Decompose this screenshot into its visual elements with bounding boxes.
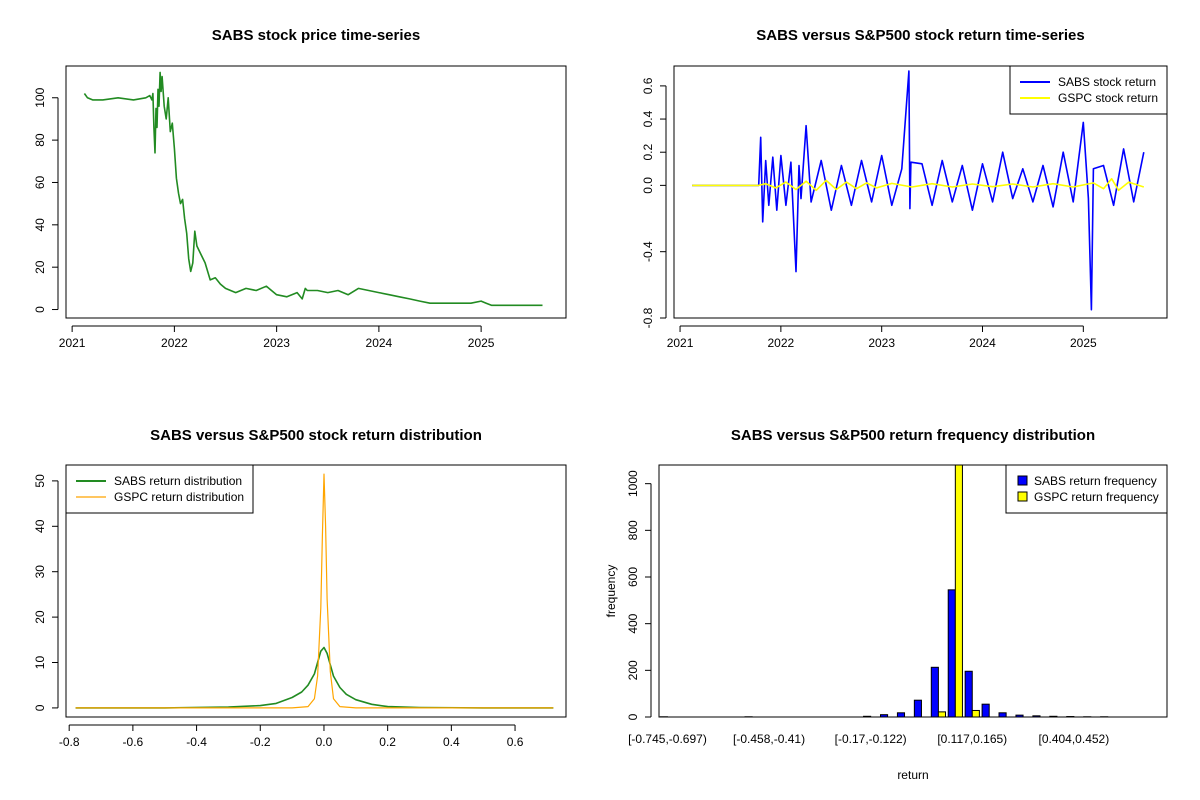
bar: [998, 712, 1007, 717]
x-tick-label: [0.404,0.452): [1038, 732, 1109, 746]
legend-box: [1005, 464, 1168, 514]
bar: [947, 589, 956, 717]
chart-3: SABS versus S&P500 stock return distribu…: [33, 427, 567, 749]
legend-swatch: [1017, 491, 1028, 502]
bar: [1032, 715, 1041, 717]
y-tick-label: 0: [33, 306, 47, 313]
y-tick-label: 20: [33, 260, 47, 274]
x-tick-label: [-0.458,-0.41): [733, 732, 805, 746]
x-axis-label: return: [897, 768, 928, 782]
x-tick-label: 2023: [263, 336, 290, 350]
legend-entry: GSPC stock return: [1058, 91, 1158, 105]
bar: [913, 699, 922, 717]
legend-entry: GSPC return frequency: [1034, 490, 1159, 504]
x-tick-label: 2024: [366, 336, 393, 350]
x-tick-label: [-0.17,-0.122): [835, 732, 907, 746]
y-tick-label: 0: [626, 713, 640, 720]
chart-title: SABS versus S&P500 return frequency dist…: [731, 427, 1095, 444]
x-tick-label: 0.6: [507, 735, 524, 749]
y-tick-label: 80: [33, 133, 47, 147]
y-tick-label: 0: [33, 704, 47, 711]
x-tick-label: 2023: [868, 336, 895, 350]
chart-4: SABS versus S&P500 return frequency dist…: [604, 427, 1168, 782]
bar: [964, 670, 973, 717]
x-tick-label: -0.4: [186, 735, 207, 749]
legend-box: [65, 464, 254, 514]
y-tick-label: 600: [626, 567, 640, 587]
bar: [981, 703, 990, 717]
y-tick-label: 200: [626, 660, 640, 680]
series-line: [75, 473, 554, 709]
y-tick-label: 10: [33, 656, 47, 670]
y-axis-label: frequency: [604, 565, 618, 618]
y-tick-label: 100: [33, 87, 47, 107]
y-tick-label: 40: [33, 218, 47, 232]
y-tick-label: 50: [33, 474, 47, 488]
plot-frame: [673, 65, 1168, 319]
series-line: [692, 177, 1145, 192]
bar: [930, 666, 939, 717]
bar: [896, 712, 906, 717]
chart-1: SABS stock price time-series 0 20 40 60 80 100…: [33, 27, 567, 350]
y-tick-label: 800: [626, 520, 640, 540]
y-tick-label: 40: [33, 519, 47, 533]
x-tick-label: 2025: [1070, 336, 1097, 350]
legend-entry: SABS return distribution: [114, 474, 242, 488]
y-tick-label: -0.8: [641, 307, 655, 328]
x-tick-label: 2021: [59, 336, 86, 350]
x-tick-label: 0.2: [379, 735, 396, 749]
x-tick-label: -0.8: [59, 735, 80, 749]
series-line: [692, 70, 1145, 311]
legend-entry: GSPC return distribution: [114, 490, 244, 504]
legend: SABS stock return GSPC stock return: [1009, 65, 1168, 115]
y-tick-label: -0.4: [641, 241, 655, 262]
x-tick-label: [-0.745,-0.697): [628, 732, 707, 746]
y-tick-label: 0.0: [641, 177, 655, 194]
x-tick-label: -0.6: [123, 735, 144, 749]
chart-title: SABS versus S&P500 stock return time-ser…: [756, 27, 1084, 44]
legend-swatch: [1017, 475, 1028, 486]
bar: [954, 465, 963, 717]
y-tick-label: 0.6: [641, 77, 655, 94]
y-tick-label: 30: [33, 565, 47, 579]
x-tick-label: 2022: [161, 336, 188, 350]
bar: [1015, 714, 1024, 717]
legend: SABS return frequency GSPC return frequen…: [1005, 464, 1168, 514]
y-tick-label: 400: [626, 613, 640, 633]
bar: [937, 711, 947, 717]
x-tick-label: [0.117,0.165): [937, 732, 1007, 746]
chart-title: SABS versus S&P500 stock return distribu…: [150, 427, 482, 444]
plot-frame: [658, 464, 1168, 718]
series-line: [83, 71, 543, 307]
x-tick-label: 0.4: [443, 735, 460, 749]
legend-box: [1009, 65, 1168, 115]
plot-frame: [65, 464, 567, 718]
y-tick-label: 0.4: [641, 110, 655, 127]
y-tick-label: 20: [33, 610, 47, 624]
x-tick-label: 2022: [768, 336, 795, 350]
y-tick-label: 1000: [626, 470, 640, 497]
x-tick-label: 2024: [969, 336, 996, 350]
plot-frame: [65, 65, 567, 319]
x-tick-label: 2025: [468, 336, 495, 350]
legend-entry: SABS return frequency: [1034, 474, 1157, 488]
x-tick-label: 0.0: [316, 735, 333, 749]
legend: SABS return distribution GSPC return dist…: [65, 464, 254, 514]
y-tick-label: 0.2: [641, 144, 655, 161]
y-tick-label: 60: [33, 175, 47, 189]
chart-title: SABS stock price time-series: [212, 27, 420, 44]
chart-2: SABS versus S&P500 stock return time-ser…: [641, 27, 1168, 350]
x-tick-label: -0.2: [250, 735, 271, 749]
bar: [971, 709, 980, 717]
x-tick-label: 2021: [667, 336, 694, 350]
series-line: [75, 646, 554, 709]
legend-entry: SABS stock return: [1058, 75, 1156, 89]
